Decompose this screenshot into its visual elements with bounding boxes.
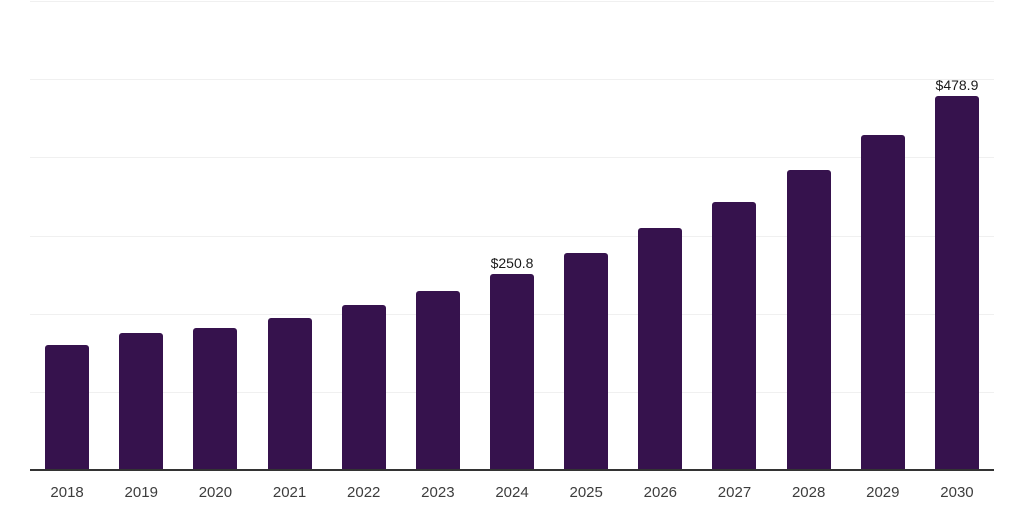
- x-axis-line: [30, 469, 994, 471]
- bar-2026: [638, 228, 683, 470]
- bars-container: $250.8 $478.9: [30, 1, 994, 470]
- x-tick-label-2028: 2028: [791, 484, 826, 501]
- bar-2023: [415, 290, 460, 470]
- bar-2028: [786, 170, 831, 470]
- bar-2025: [564, 253, 609, 470]
- bar-2027: [712, 201, 757, 470]
- bar-2024: [490, 273, 535, 470]
- bar-cell-2025: [549, 1, 623, 470]
- x-tick-label-2027: 2027: [717, 484, 752, 501]
- bar-cell-2027: [697, 1, 771, 470]
- x-tick-label-2021: 2021: [272, 484, 307, 501]
- bar-2021: [267, 318, 312, 470]
- bar-cell-2024: $250.8: [475, 1, 549, 470]
- bar-cell-2020: [178, 1, 252, 470]
- x-tick-label-2023: 2023: [421, 484, 455, 501]
- bar-cell-2022: [327, 1, 401, 470]
- x-axis-labels: 2018 2019 2020 2021 2022 2023 2024 2025 2026 2027…: [30, 485, 994, 501]
- x-tick-label-2019: 2019: [124, 484, 158, 501]
- x-tick-label-2026: 2026: [643, 484, 678, 501]
- bar-value-label-2024: $250.8: [490, 254, 534, 271]
- x-tick-label-2030: 2030: [940, 484, 974, 501]
- bar-cell-2019: [104, 1, 178, 470]
- bar-cell-2021: [252, 1, 326, 470]
- bar-cell-2023: [401, 1, 475, 470]
- bar-2019: [119, 333, 164, 470]
- bar-cell-2018: [30, 1, 104, 470]
- bar-2029: [860, 134, 905, 470]
- gridline-600: [30, 1, 994, 2]
- x-tick-label-2022: 2022: [347, 484, 381, 501]
- x-tick-label-2024: 2024: [495, 484, 529, 501]
- gridline-300: [30, 235, 994, 237]
- bar-cell-2030: $478.9: [920, 1, 994, 470]
- x-tick-label-2029: 2029: [866, 484, 900, 501]
- x-tick-label-2020: 2020: [198, 484, 233, 501]
- bar-2020: [193, 327, 238, 470]
- bar-value-label-2030: $478.9: [935, 76, 979, 93]
- bar-cell-2028: [772, 1, 846, 470]
- x-tick-label-2018: 2018: [50, 484, 84, 501]
- bar-cell-2029: [846, 1, 920, 470]
- gridline-400: [30, 157, 994, 159]
- gridline-500: [30, 79, 994, 81]
- bar-2030: [934, 95, 979, 470]
- bar-2018: [45, 345, 90, 470]
- x-tick-label-2025: 2025: [569, 484, 603, 501]
- plot-area: $250.8 $478.9: [30, 1, 994, 470]
- bar-2022: [341, 305, 386, 470]
- bar-cell-2026: [623, 1, 697, 470]
